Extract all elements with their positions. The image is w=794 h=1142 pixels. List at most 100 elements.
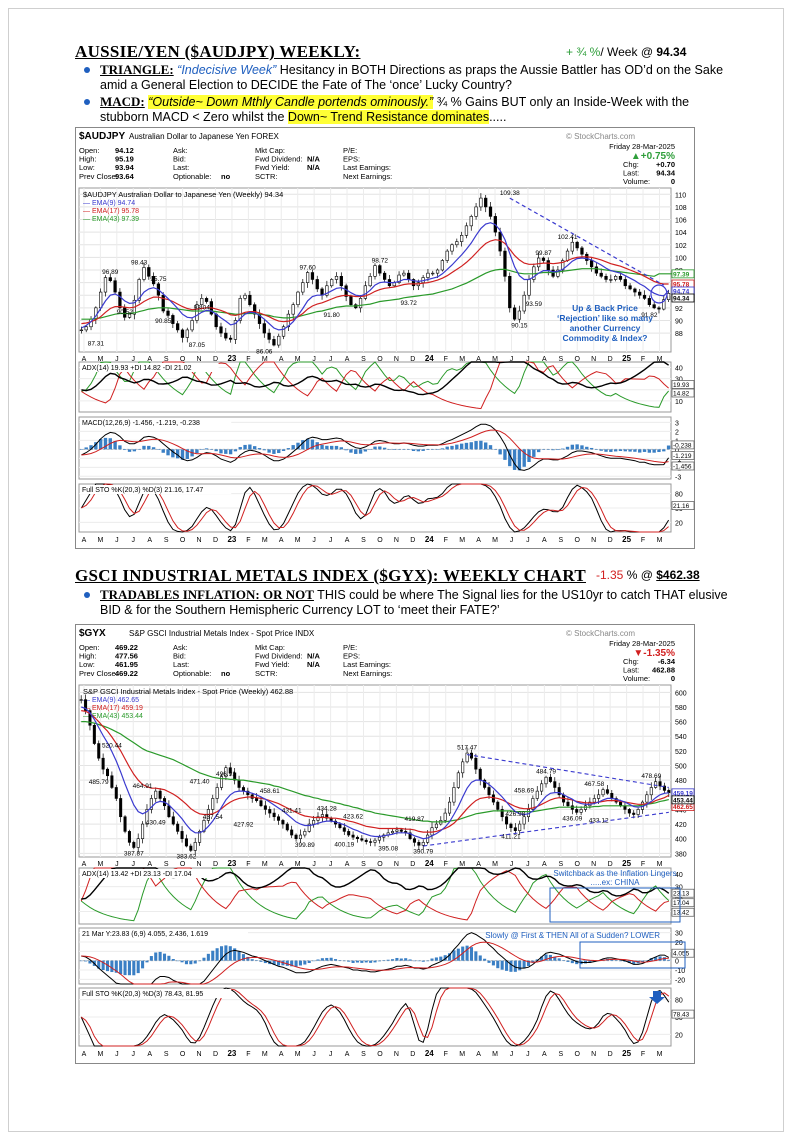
x-axis-label: F xyxy=(444,861,448,868)
price-label: 458.69 xyxy=(514,788,534,795)
candle-body xyxy=(351,834,355,838)
header-label: Open: xyxy=(79,146,99,155)
candle-body xyxy=(460,235,464,242)
price-label: 387.87 xyxy=(124,851,144,858)
candle-body xyxy=(638,291,642,296)
candle-body xyxy=(277,816,281,821)
price-label: 383.62 xyxy=(176,854,196,861)
candle-body xyxy=(623,279,627,287)
indicator-tag-box xyxy=(671,948,695,958)
x-axis-label: J xyxy=(526,356,530,363)
header-date: Friday 28-Mar-2025 xyxy=(609,639,675,648)
header-value: 461.95 xyxy=(115,660,138,669)
macd-histogram-bar xyxy=(142,445,146,450)
macd-histogram-bar xyxy=(219,946,224,961)
header-label: SCTR: xyxy=(255,669,278,678)
x-axis-label: F xyxy=(246,356,250,363)
macd-histogram-bar xyxy=(553,956,557,961)
candle-body xyxy=(325,285,329,296)
macd-histogram-bar xyxy=(526,960,531,967)
macd-histogram-bar xyxy=(272,449,276,454)
x-axis-label: J xyxy=(329,1051,333,1058)
header-value: 477.56 xyxy=(115,652,138,661)
indicator-tag: 19.93 xyxy=(673,382,690,389)
price-label: 485.79 xyxy=(89,779,109,786)
change-pct: + ¾ % xyxy=(566,45,601,59)
bullet-quote: “Outside~ Down Mthly Candle portends omi… xyxy=(148,95,434,109)
indicator-tick-label: 80 xyxy=(675,492,683,499)
price-label: 91.82 xyxy=(641,312,658,319)
chart-watermark: © StockCharts.com xyxy=(566,629,635,638)
minus-di-line xyxy=(80,867,669,921)
macd-histogram-bar xyxy=(565,446,570,450)
candle-body xyxy=(369,841,373,843)
candle-body xyxy=(296,291,300,305)
macd-histogram-bar xyxy=(329,445,334,450)
indicator-tag-box xyxy=(671,898,695,908)
macd-histogram-bar xyxy=(517,449,522,471)
price-label: 90.85 xyxy=(155,318,172,325)
macd-histogram-bar xyxy=(382,960,386,961)
annotation-box xyxy=(579,941,686,969)
x-axis-label: J xyxy=(115,537,119,544)
header-label: Bid: xyxy=(173,652,186,661)
candle-body xyxy=(508,276,512,309)
x-axis-label: N xyxy=(197,537,202,544)
price-label: 436.09 xyxy=(562,815,582,822)
macd-histogram-bar xyxy=(255,960,259,961)
macd-histogram-bar xyxy=(658,956,662,961)
indicator-tag-box xyxy=(671,461,695,471)
macd-histogram-bar xyxy=(291,445,295,450)
candle-body xyxy=(224,767,228,777)
macd-histogram-bar xyxy=(119,960,123,975)
candle-body xyxy=(110,775,114,788)
candle-body xyxy=(445,250,449,261)
candle-body xyxy=(535,790,539,799)
macd-histogram-bar xyxy=(204,448,209,450)
candle-body xyxy=(119,798,123,818)
price-label: 109.38 xyxy=(500,190,520,197)
macd-histogram-bar xyxy=(149,956,153,961)
candle-body xyxy=(310,272,315,280)
header-label: Last Earnings: xyxy=(343,163,391,172)
macd-histogram-bar xyxy=(609,449,613,452)
candle-body xyxy=(527,279,531,296)
macd-histogram-bar xyxy=(657,449,661,453)
candle-body xyxy=(84,699,88,711)
candle-body xyxy=(193,842,197,851)
macd-histogram-bar xyxy=(652,449,656,453)
macd-histogram-bar xyxy=(580,445,584,450)
candle-body xyxy=(281,820,285,825)
header-label: Optionable: xyxy=(173,669,211,678)
candle-body xyxy=(649,787,653,796)
header-label: Last: xyxy=(173,660,189,669)
macd-histogram-bar xyxy=(257,448,262,450)
price-label: 96.89 xyxy=(102,269,119,276)
candle-body xyxy=(461,761,465,774)
bullet-highlight: Down~ Trend Resistance dominates xyxy=(287,110,490,124)
x-axis-label: M xyxy=(97,861,103,868)
header-value: N/A xyxy=(307,652,321,661)
macd-histogram-bar xyxy=(310,439,315,450)
annotation-text: .....ex: CHINA xyxy=(591,878,641,887)
macd-histogram-bar xyxy=(233,449,238,452)
macd-histogram-bar xyxy=(645,960,649,961)
macd-histogram-bar xyxy=(368,449,372,450)
price-label: 98.72 xyxy=(372,257,389,264)
macd-histogram-bar xyxy=(416,449,421,452)
ema9-line xyxy=(81,706,669,840)
x-axis-label: N xyxy=(197,1051,202,1058)
candle-body xyxy=(360,838,364,841)
candle-body xyxy=(632,812,636,815)
macd-histogram-bar xyxy=(484,442,488,450)
x-axis-label: D xyxy=(608,861,613,868)
candle-body xyxy=(99,291,103,309)
macd-histogram-bar xyxy=(238,447,242,450)
macd-histogram-bar xyxy=(277,449,281,454)
macd-histogram-bar xyxy=(88,960,92,964)
candle-body xyxy=(487,787,491,796)
price-label: 419.87 xyxy=(405,816,425,823)
candle-body xyxy=(435,269,440,274)
candle-body xyxy=(496,801,500,810)
header-label: Volume: xyxy=(623,674,650,683)
